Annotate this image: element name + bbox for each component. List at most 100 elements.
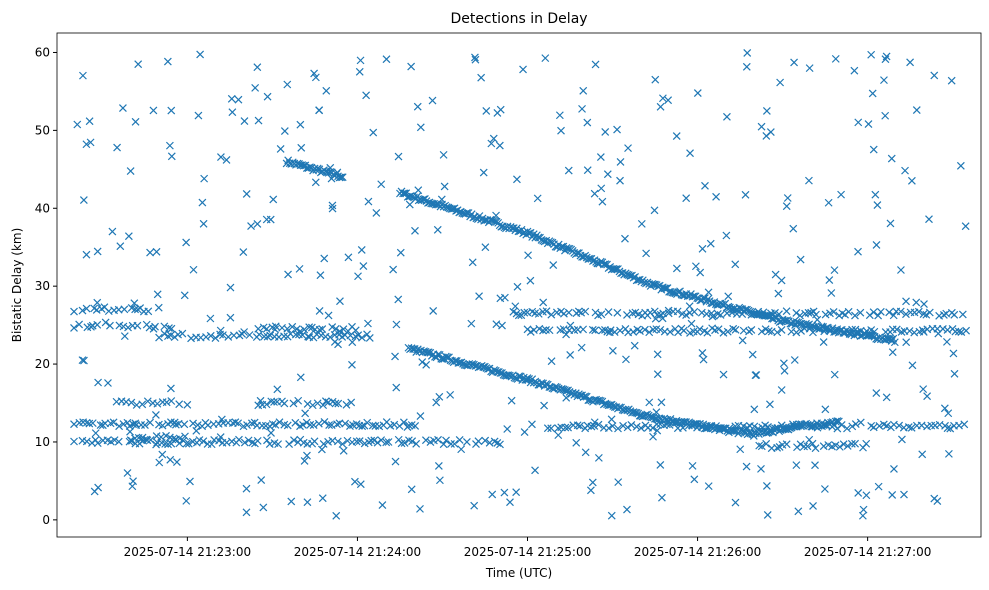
data-point (604, 308, 613, 316)
data-point (82, 418, 91, 427)
data-point (724, 292, 733, 301)
data-point (110, 436, 119, 445)
data-point (651, 314, 660, 323)
data-point (765, 400, 774, 409)
data-point (155, 458, 164, 467)
data-point (777, 326, 786, 334)
data-point (848, 325, 857, 334)
data-point (437, 195, 446, 204)
data-point (446, 390, 455, 399)
data-point (528, 420, 536, 429)
data-point (672, 264, 681, 273)
data-point (835, 442, 844, 451)
data-point (831, 441, 840, 450)
data-point (162, 431, 170, 440)
data-point (411, 226, 419, 235)
data-point (207, 440, 216, 449)
data-point (776, 78, 785, 87)
data-point (211, 334, 220, 342)
data-point (807, 422, 816, 431)
data-point (598, 197, 607, 206)
data-point (153, 290, 162, 299)
data-point (777, 386, 786, 394)
data-point (790, 58, 798, 67)
data-point (794, 507, 803, 516)
data-point (779, 359, 788, 368)
data-point (285, 440, 294, 448)
data-point (354, 272, 362, 281)
data-point (315, 106, 324, 115)
data-point (821, 324, 830, 333)
data-point (247, 222, 255, 231)
data-point (847, 439, 856, 448)
data-point (533, 194, 542, 203)
y-tick-label: 50 (35, 123, 50, 137)
data-point (781, 423, 790, 432)
data-point (545, 326, 554, 335)
data-point (336, 297, 344, 306)
data-point (824, 325, 833, 334)
data-point (266, 331, 275, 340)
data-point (206, 314, 215, 323)
data-point (957, 328, 966, 336)
data-point (839, 440, 848, 449)
data-point (682, 311, 691, 319)
data-point (782, 440, 791, 449)
data-point (243, 421, 251, 430)
data-point (742, 62, 751, 71)
data-point (736, 445, 745, 454)
data-point (682, 194, 691, 203)
data-point (764, 327, 773, 335)
data-point (87, 322, 95, 331)
data-point (616, 326, 624, 335)
data-point (355, 67, 364, 76)
data-point (78, 306, 87, 315)
data-point (872, 389, 881, 397)
data-point (688, 461, 697, 470)
data-point (882, 393, 891, 402)
data-point (485, 438, 494, 447)
data-point (741, 190, 750, 199)
data-point (227, 94, 236, 103)
data-point (944, 449, 953, 458)
data-point (586, 486, 595, 495)
data-point (660, 284, 669, 293)
data-point (408, 437, 417, 446)
data-point (93, 439, 102, 448)
data-point (895, 421, 904, 430)
data-point (630, 341, 639, 350)
data-point (789, 224, 798, 233)
data-point (467, 319, 476, 328)
data-point (198, 198, 207, 207)
data-point (70, 324, 78, 332)
data-point (868, 89, 877, 98)
data-point (653, 370, 662, 379)
data-point (614, 424, 622, 433)
data-point (489, 134, 498, 143)
data-point (253, 63, 262, 72)
data-point (364, 197, 373, 206)
data-point (862, 439, 871, 448)
data-point (566, 351, 575, 359)
data-point (777, 421, 786, 430)
data-point (705, 422, 714, 431)
data-point (298, 161, 307, 170)
data-point (181, 432, 189, 441)
data-point (873, 201, 882, 210)
data-point (597, 184, 606, 193)
data-point (572, 438, 581, 447)
data-point (144, 307, 153, 316)
data-point (651, 75, 660, 84)
data-point (613, 125, 621, 134)
data-point (718, 424, 727, 433)
data-point (608, 346, 617, 355)
data-point (888, 490, 897, 499)
data-point (880, 76, 888, 85)
data-point (389, 265, 398, 274)
data-point (116, 242, 125, 251)
data-point (344, 253, 353, 262)
data-point (919, 310, 928, 318)
data-point (594, 453, 603, 462)
data-point (542, 307, 551, 316)
data-point (321, 397, 330, 406)
